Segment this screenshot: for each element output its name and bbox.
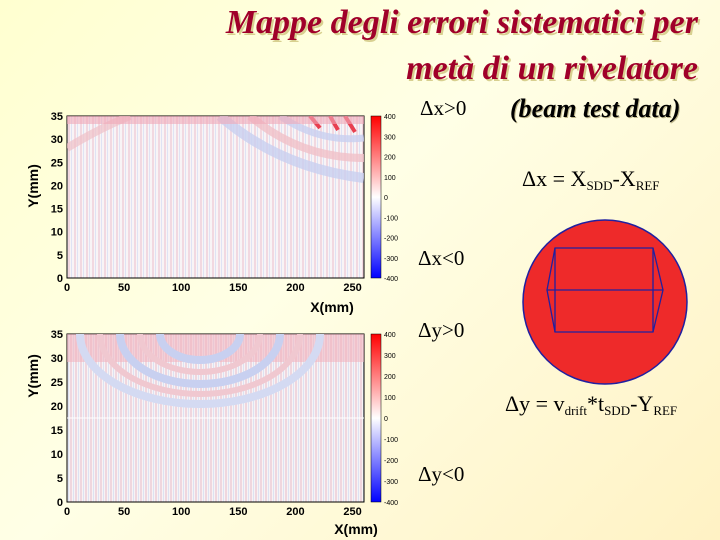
xtick-label: 150: [229, 506, 247, 518]
colorbar-label: -400: [384, 500, 398, 507]
label-dx-negative: Δx<0: [418, 246, 465, 270]
label-dy-positive: Δy>0: [418, 318, 465, 342]
formula-dx: Δx = XSDD-XREF: [522, 166, 660, 193]
ytick-label: 25: [51, 157, 63, 169]
detector-disc: [522, 219, 688, 385]
xtick-label: 0: [64, 506, 70, 518]
xlabel-top: X(mm): [310, 299, 354, 315]
colorbar-label: 300: [384, 353, 396, 360]
pattern-bottom: [67, 334, 364, 419]
colorbar-label: 0: [384, 195, 388, 202]
ytick-label: 30: [51, 134, 63, 146]
detector-diagram: [522, 219, 688, 385]
ytick-label: 35: [51, 329, 63, 341]
colorbar-label: 200: [384, 155, 396, 162]
xtick-label: 200: [286, 282, 304, 294]
colorbar-bottom: [370, 333, 382, 503]
ylabel-bottom: Y(mm): [25, 354, 41, 398]
ylabel-top: Y(mm): [25, 164, 41, 208]
xtick-label: 200: [286, 506, 304, 518]
colorbar-label: 0: [384, 416, 388, 423]
beam-test-label: (beam test data): [510, 94, 681, 123]
ytick-label: 15: [51, 204, 63, 216]
pattern-top: [67, 116, 364, 183]
ytick-label: 10: [51, 449, 63, 461]
colorbar-label: 100: [384, 395, 396, 402]
colorbar-top: [370, 115, 382, 279]
ytick-label: 5: [57, 250, 63, 262]
xtick-label: 100: [172, 282, 190, 294]
colorbar-ticks-top: 400 300 200 100 0 -100 -200 -300 -400: [384, 114, 398, 283]
xtick-label: 100: [172, 506, 190, 518]
ytick-label: 10: [51, 227, 63, 239]
ytick-label: 35: [51, 111, 63, 123]
plot-area-top: [66, 115, 365, 279]
ytick-label: 0: [57, 497, 63, 509]
colorbar-label: -100: [384, 437, 398, 444]
xticks-bottom: 0 50 100 150 200 250: [64, 506, 362, 518]
xlabel-bottom: X(mm): [334, 521, 378, 537]
ytick-label: 20: [51, 180, 63, 192]
yticks-top: 35 30 25 20 15 10 5 0: [51, 111, 63, 285]
xtick-label: 250: [343, 282, 361, 294]
colorbar-label: 400: [384, 332, 396, 339]
title-line-1: Mappe degli errori sistematici per: [225, 4, 698, 41]
xtick-label: 50: [118, 282, 130, 294]
colorbar-label: -100: [384, 215, 398, 222]
label-dx-positive: Δx>0: [420, 96, 467, 120]
colorbar-label: -400: [384, 276, 398, 283]
colorbar-label: -300: [384, 479, 398, 486]
formula-dy: Δy = vdrift*tSDD-YREF: [505, 391, 678, 418]
colorbar-label: 400: [384, 114, 396, 121]
colorbar-label: -200: [384, 458, 398, 465]
colorbar-label: 100: [384, 175, 396, 182]
ytick-label: 20: [51, 401, 63, 413]
colorbar-label: -200: [384, 236, 398, 243]
xtick-label: 0: [64, 282, 70, 294]
colorbar-label: 300: [384, 134, 396, 141]
yticks-bottom: 35 30 25 20 15 10 5 0: [51, 329, 63, 509]
ytick-label: 5: [57, 473, 63, 485]
colorbar-label: -300: [384, 256, 398, 263]
ytick-label: 30: [51, 353, 63, 365]
detector-halves: [546, 247, 664, 333]
ytick-label: 0: [57, 273, 63, 285]
colorbar-label: 200: [384, 374, 396, 381]
ytick-label: 15: [51, 425, 63, 437]
colorbar-ticks-bottom: 400 300 200 100 0 -100 -200 -300 -400: [384, 332, 398, 507]
xtick-label: 150: [229, 282, 247, 294]
xtick-label: 250: [343, 506, 361, 518]
xticks-top: 0 50 100 150 200 250: [64, 282, 362, 294]
ytick-label: 25: [51, 377, 63, 389]
label-dy-negative: Δy<0: [418, 462, 465, 486]
xtick-label: 50: [118, 506, 130, 518]
title-line-2: metà di un rivelatore: [406, 50, 698, 87]
